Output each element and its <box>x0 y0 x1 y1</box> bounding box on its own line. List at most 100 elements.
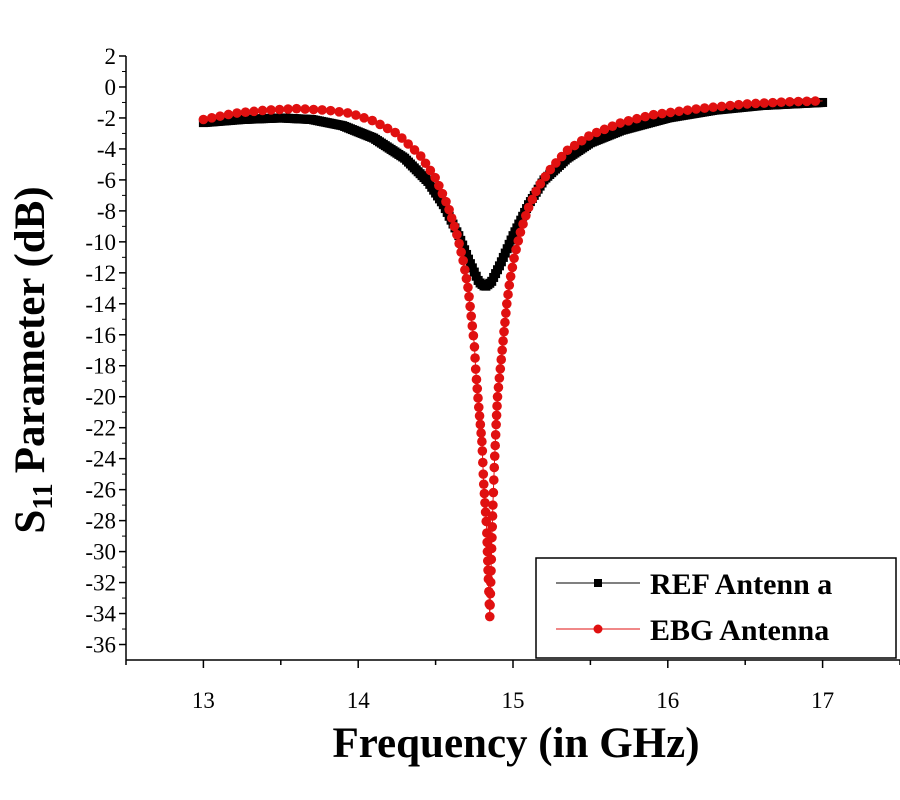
ebg-point <box>444 204 454 215</box>
ebg-point <box>463 282 473 293</box>
ebg-point <box>466 311 477 321</box>
ebg-point <box>300 104 310 114</box>
ebg-point <box>249 106 259 117</box>
y-ticks-group: 2 0 -2 -4 -6 -8 -10 -12 -14 -16 -18 -20 -22 -24 -26 -28… <box>85 44 126 658</box>
ref-point <box>818 97 828 107</box>
ebg-point <box>485 588 496 599</box>
ebg-point <box>484 611 495 622</box>
ebg-point <box>476 428 486 438</box>
ebg-point <box>206 113 217 123</box>
ebg-point <box>540 171 551 182</box>
ebg-point <box>691 104 701 114</box>
y-tick-label: -10 <box>85 230 116 255</box>
y-tick-label: -4 <box>97 137 117 162</box>
ebg-point <box>487 511 498 521</box>
ebg-point <box>420 158 431 169</box>
ebg-point <box>521 210 531 221</box>
y-tick-label: 2 <box>105 44 117 69</box>
ebg-point <box>486 565 496 576</box>
legend-label-ref: REF Antenn a <box>650 568 832 601</box>
ebg-point <box>523 202 534 213</box>
series-ebg-line <box>203 100 823 617</box>
ebg-point <box>469 342 480 352</box>
ebg-point <box>367 115 378 126</box>
ebg-point <box>507 262 518 273</box>
ebg-point <box>725 100 735 111</box>
ebg-point <box>489 475 499 485</box>
ebg-point <box>551 158 561 168</box>
ebg-point <box>434 180 444 191</box>
y-tick-label: -8 <box>97 199 116 224</box>
x-tick-label: 15 <box>502 688 525 713</box>
ebg-point <box>492 401 502 411</box>
ebg-point <box>479 488 490 499</box>
ebg-point <box>767 97 778 108</box>
ebg-point <box>308 104 319 115</box>
ebg-point <box>491 410 502 421</box>
ebg-point <box>487 532 497 543</box>
ebg-point <box>291 103 302 114</box>
ebg-point <box>266 105 276 115</box>
ebg-point <box>503 289 513 300</box>
ebg-point <box>486 543 497 554</box>
y-axis-title-group: S11 Parameter (dB) <box>7 186 59 533</box>
ebg-point <box>470 364 481 374</box>
ebg-point <box>458 255 468 266</box>
ebg-point <box>351 110 361 120</box>
ebg-point <box>607 121 618 131</box>
ebg-point <box>674 106 684 117</box>
y-tick-label: -2 <box>97 106 116 131</box>
ebg-point <box>527 194 538 205</box>
ebg-point <box>325 105 336 116</box>
y-tick-label: -14 <box>85 292 116 317</box>
ebg-point <box>441 196 451 207</box>
ebg-point <box>232 108 242 118</box>
ebg-point <box>437 188 448 199</box>
ebg-point <box>334 106 344 117</box>
y-tick-label: -18 <box>85 354 116 379</box>
ebg-point <box>511 244 521 255</box>
y-tick-label: -26 <box>85 478 116 503</box>
ebg-point <box>478 479 489 490</box>
y-tick-label: 0 <box>105 75 117 100</box>
y-tick-label: -22 <box>85 416 116 441</box>
ebg-point <box>449 221 460 232</box>
ebg-point <box>576 135 587 146</box>
ebg-point <box>498 336 508 346</box>
legend-marker-ref <box>594 579 602 587</box>
ebg-point <box>733 99 744 110</box>
ebg-point <box>802 96 812 107</box>
ebg-point <box>489 462 500 473</box>
ebg-point <box>716 101 727 112</box>
ebg-point <box>223 109 234 120</box>
legend-label-ebg: EBG Antenna <box>650 614 829 647</box>
ebg-point <box>359 113 369 123</box>
y-axis-title: S11 Parameter (dB) <box>7 186 59 533</box>
series-ebg <box>198 96 823 622</box>
x-axis-title: Frequency (in GHz) <box>332 720 699 767</box>
ebg-point <box>468 330 479 341</box>
ebg-point <box>474 411 485 421</box>
y-tick-label: -6 <box>97 168 116 193</box>
ebg-point <box>531 186 541 197</box>
ebg-point <box>425 165 436 176</box>
ebg-point <box>464 291 474 302</box>
x-tick-label: 16 <box>656 688 679 713</box>
ebg-point <box>480 498 490 508</box>
ebg-point <box>648 109 659 120</box>
ebg-point <box>485 577 496 588</box>
ebg-point <box>375 119 385 130</box>
ebg-point <box>495 364 506 374</box>
ebg-point <box>274 104 285 115</box>
ebg-point <box>486 554 497 565</box>
ebg-point <box>430 172 440 183</box>
y-axis-title-base: S <box>7 510 54 534</box>
series-layer <box>198 96 828 622</box>
ebg-point <box>409 145 420 155</box>
ebg-point <box>485 600 495 610</box>
ebg-point <box>257 105 268 116</box>
ebg-point <box>492 391 503 402</box>
ebg-point <box>545 164 556 175</box>
ebg-point <box>759 98 770 108</box>
